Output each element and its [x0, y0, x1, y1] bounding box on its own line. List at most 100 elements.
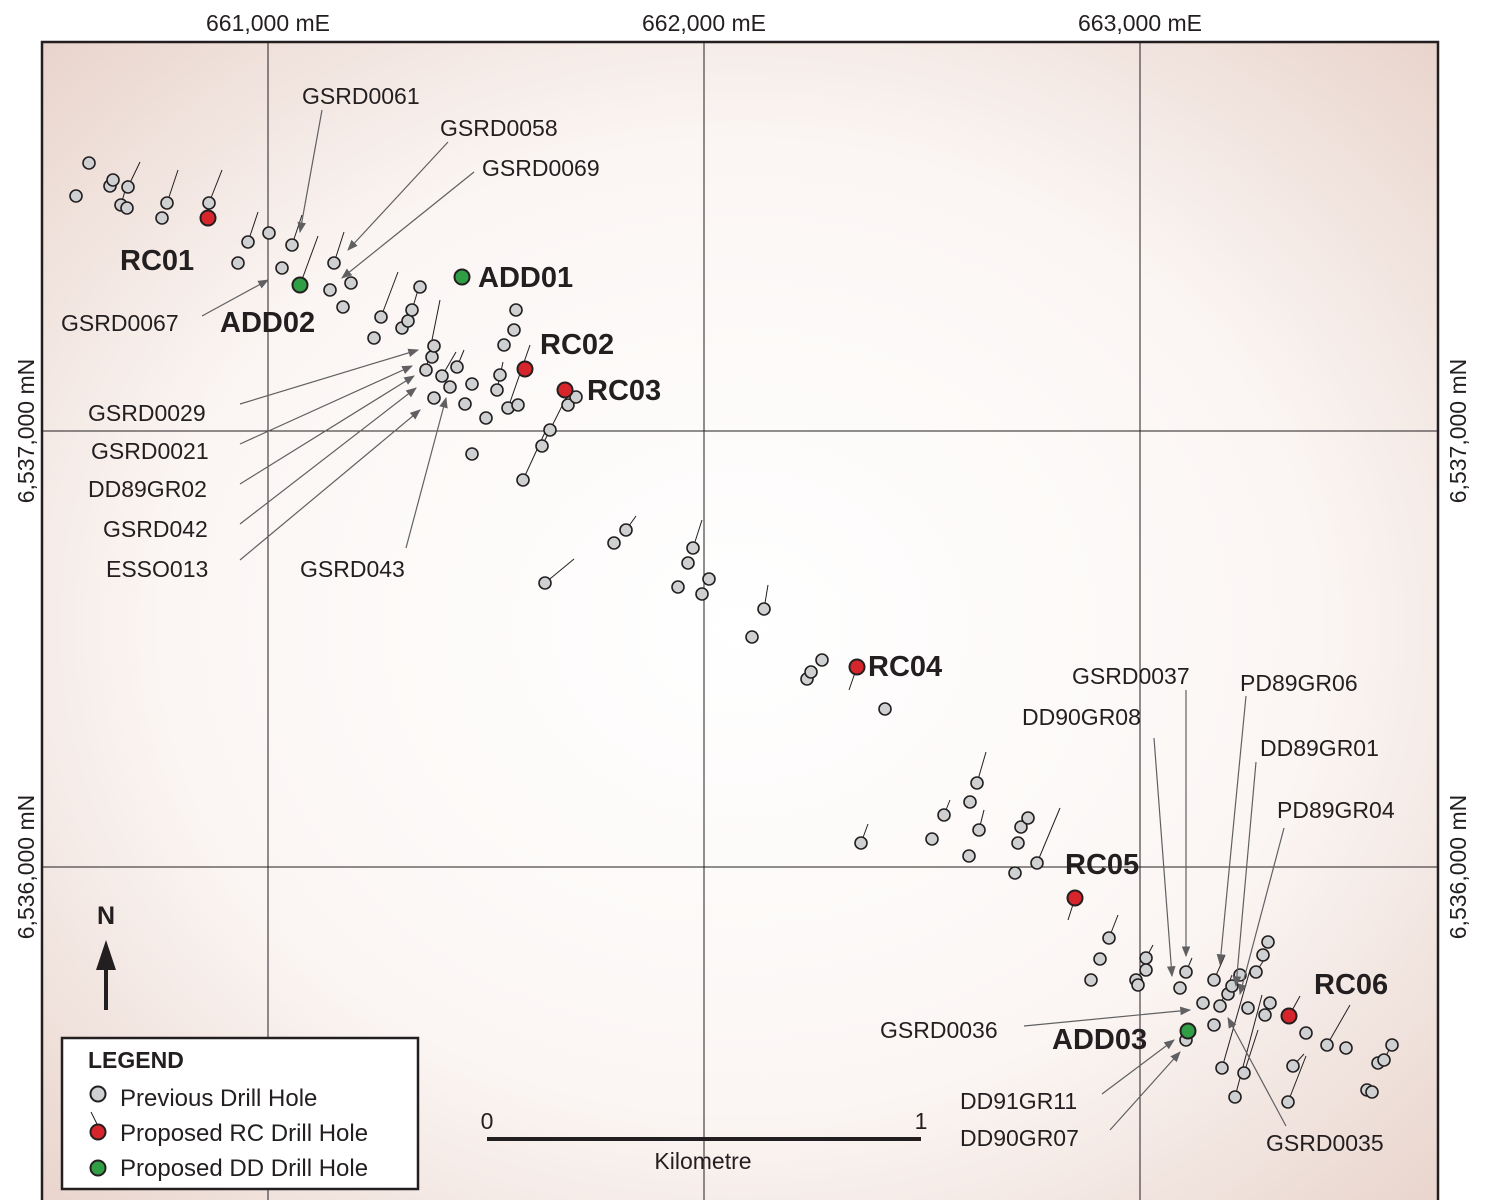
label-dd89gr02: DD89GR02	[88, 476, 207, 502]
previous-drill-hole	[1008, 866, 1022, 880]
easting-label-3: 663,000 mE	[1078, 10, 1202, 36]
previous-drill-hole	[120, 201, 134, 215]
grid-lines	[42, 42, 1438, 1200]
previous-drill-hole	[1299, 1026, 1313, 1040]
previous-drill-hole	[1241, 1001, 1255, 1015]
previous-drill-hole	[1207, 1018, 1221, 1032]
previous-drill-hole	[155, 211, 169, 225]
previous-drill-hole	[1320, 1038, 1334, 1052]
northing-label-right-1: 6,537,000 mN	[1445, 359, 1471, 503]
label-rc03: RC03	[587, 375, 661, 407]
previous-drill-hole	[702, 572, 716, 586]
previous-drill-hole	[757, 602, 771, 616]
leader-dd89gr01	[1232, 761, 1257, 988]
drill-trace	[507, 344, 531, 409]
north-arrow-label: N	[97, 902, 115, 930]
previous-drill-hole	[1261, 935, 1275, 949]
previous-drill-hole	[1173, 981, 1187, 995]
previous-drill-hole	[327, 256, 341, 270]
previous-drill-hole	[1196, 996, 1210, 1010]
previous-drill-hole	[1207, 973, 1221, 987]
leader-gsrd0061	[297, 109, 323, 234]
previous-drill-hole	[681, 556, 695, 570]
legend-label-rc: Proposed RC Drill Hole	[120, 1120, 368, 1147]
label-esso013: ESSO013	[106, 556, 208, 582]
previous-drill-hole	[336, 300, 350, 314]
previous-drill-hole	[1365, 1085, 1379, 1099]
leader-dd90gr08	[1153, 737, 1176, 978]
marker-rc03	[556, 381, 574, 399]
previous-drill-hole	[425, 350, 439, 364]
label-rc04: RC04	[868, 651, 942, 683]
previous-drill-hole	[511, 398, 525, 412]
previous-drill-hole	[121, 180, 135, 194]
leader-dd90gr07	[1109, 1051, 1181, 1131]
previous-drill-hole	[1030, 856, 1044, 870]
leader-gsrd0067	[201, 279, 269, 317]
previous-drill-hole	[569, 390, 583, 404]
leader-gsrd0035	[1227, 1017, 1287, 1127]
previous-drill-hole	[443, 380, 457, 394]
previous-drill-hole	[1286, 1059, 1300, 1073]
leader-pd89gr04	[1238, 827, 1285, 996]
label-dd90gr07: DD90GR07	[960, 1125, 1079, 1151]
label-gsrd042: GSRD042	[103, 516, 208, 542]
previous-drill-hole	[435, 369, 449, 383]
previous-drill-hole	[479, 411, 493, 425]
leader-gsrd042	[239, 387, 417, 525]
north-arrow-head	[96, 940, 116, 970]
drill-trace	[522, 429, 547, 481]
label-rc06: RC06	[1314, 969, 1388, 1001]
previous-drill-hole	[1021, 811, 1035, 825]
previous-drill-hole	[963, 795, 977, 809]
label-gsrd0069: GSRD0069	[482, 155, 600, 181]
north-arrow: N	[96, 902, 116, 1010]
label-gsrd0029: GSRD0029	[88, 400, 206, 426]
scale-end: 1	[915, 1108, 928, 1134]
label-gsrd0037: GSRD0037	[1072, 663, 1190, 689]
previous-drill-hole	[1011, 836, 1025, 850]
leader-gsrd0069	[341, 171, 475, 279]
previous-drill-hole	[538, 576, 552, 590]
previous-drill-hole	[516, 473, 530, 487]
previous-drill-hole	[561, 398, 575, 412]
previous-drill-hole	[419, 363, 433, 377]
marker-rc01	[199, 209, 217, 227]
drill-trace	[1234, 994, 1263, 1098]
proposed-drill-holes	[199, 209, 1298, 1040]
scale-start: 0	[481, 1108, 494, 1134]
drill-trace	[1243, 1029, 1259, 1074]
previous-drill-hole	[509, 303, 523, 317]
previous-drill-hole	[497, 338, 511, 352]
marker-rc04	[848, 658, 866, 676]
previous-drill-hole	[285, 238, 299, 252]
previous-drill-hole	[878, 702, 892, 716]
legend-label-previous: Previous Drill Hole	[120, 1085, 317, 1112]
label-pd89gr04: PD89GR04	[1277, 797, 1395, 823]
previous-drill-hole	[1237, 1066, 1251, 1080]
map-frame	[40, 40, 1440, 1200]
previous-drill-hole	[607, 536, 621, 550]
drill-trace	[1326, 1004, 1351, 1046]
previous-drill-hole	[1131, 978, 1145, 992]
leader-gsrd0058	[347, 141, 449, 251]
previous-drill-hole	[815, 653, 829, 667]
proposed-hole-labels: RC01 ADD02 ADD01 RC02 RC03 RC04 RC05 RC0…	[120, 245, 1388, 1056]
label-rc01: RC01	[120, 245, 194, 277]
legend-label-dd: Proposed DD Drill Hole	[120, 1155, 368, 1182]
previous-drill-hole	[367, 331, 381, 345]
scale-bar: 0 1 Kilometre	[481, 1108, 928, 1174]
previous-drill-hole	[619, 523, 633, 537]
previous-drill-hole	[854, 836, 868, 850]
previous-drill-hole	[1228, 1090, 1242, 1104]
previous-drill-hole	[925, 832, 939, 846]
previous-drill-hole	[202, 196, 216, 210]
drill-trace	[380, 271, 399, 318]
previous-drill-hole	[106, 173, 120, 187]
leader-gsrd0036	[1023, 1006, 1192, 1027]
previous-drill-hole	[1102, 931, 1116, 945]
previous-drill-hole	[937, 808, 951, 822]
leader-esso013	[239, 409, 421, 561]
previous-drill-hole	[160, 196, 174, 210]
previous-drill-hole	[1385, 1038, 1399, 1052]
